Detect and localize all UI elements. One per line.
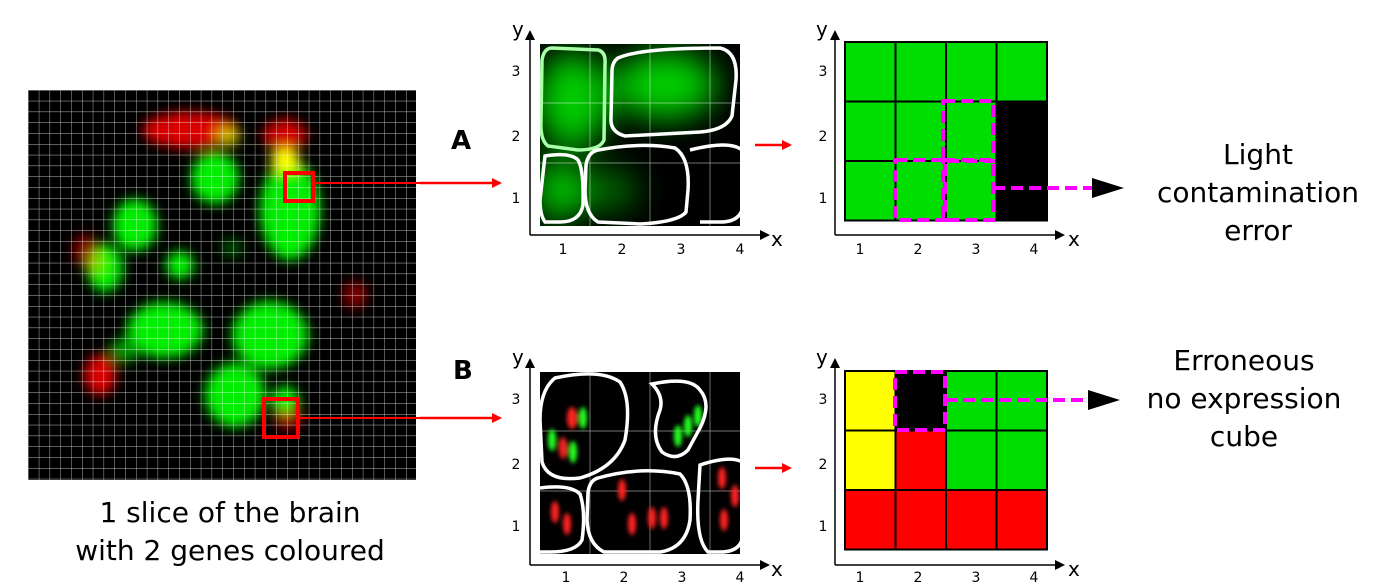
panel-b-grid-cell-r3-c1 (844, 489, 897, 551)
panel-b-y-label: y (512, 345, 524, 369)
panel-b-micro-x-tick-1: 1 (562, 570, 571, 584)
panel-b-grid-cell-r2-c3 (945, 429, 998, 491)
panel-b-grid-cell-r2-c1 (844, 429, 897, 491)
panel-a-grid-cell-r3-c1 (844, 160, 897, 222)
panel-a-grid-cell-r3-c4 (995, 160, 1048, 222)
panel-a-error-line-1: Light (1223, 138, 1293, 171)
panel-b-micro-y-tick-2: 2 (512, 457, 521, 473)
panel-b-error-line-1: Erroneous (1173, 344, 1315, 377)
panel-a-grid-cell-r3-c3 (945, 160, 998, 222)
panel-b-grid-x-label: x (1068, 557, 1080, 581)
panel-a-micro-x-tick-4: 4 (736, 242, 745, 258)
panel-b-error-line-3: cube (1209, 420, 1279, 453)
panel-b-grid-x-tick-1: 1 (856, 570, 865, 584)
panel-a-grid-y-tick-3: 3 (819, 64, 828, 80)
brain-slice-image (28, 90, 416, 480)
panel-a-grid-cell-r2-c2 (894, 100, 947, 162)
panel-a-micro-x-tick-3: 3 (677, 242, 686, 258)
panel-a-error-arrowhead (1092, 178, 1124, 198)
panel-a-grid-y-tick-1: 1 (819, 191, 828, 207)
panel-a-grid-x-tick-1: 1 (856, 242, 865, 258)
panel-b-micro-y-tick-1: 1 (512, 519, 521, 535)
panel-b-x-label: x (771, 557, 783, 581)
panel-b-error-line-2: no expression (1146, 382, 1342, 415)
panel-b-micro-x-tick-2: 2 (620, 570, 629, 584)
panel-a-error-line-3: error (1224, 214, 1292, 247)
panel-a-grid-x-tick-3: 3 (972, 242, 981, 258)
panel-a-contamination-highlight (893, 99, 995, 222)
panel-b-grid-y-tick-1: 1 (819, 519, 828, 535)
panel-a-grid-cell-r1-c1 (844, 41, 897, 103)
panel-b-grid-cell-r2-c4 (995, 429, 1048, 491)
panel-b-micro-x-tick-4: 4 (736, 570, 745, 584)
panel-a-grid-x-tick-2: 2 (914, 242, 923, 258)
caption-line-2: with 2 genes coloured (75, 534, 385, 567)
panel-a-grid-cell-r2-c4 (995, 100, 1048, 162)
panel-a-grid-x-tick-4: 4 (1030, 242, 1039, 258)
panel-b-grid-cell-r1-c1 (844, 370, 897, 432)
panel-a-micro-x-tick-1: 1 (559, 242, 568, 258)
panel-a-letter: A (451, 126, 472, 156)
panel-b-grid-x-tick-3: 3 (972, 570, 981, 584)
panel-a-result-grid (844, 41, 1048, 222)
panel-b-letter: B (453, 356, 473, 386)
panel-b-grid-cell-r3-c3 (945, 489, 998, 551)
panel-b-microscopy (525, 358, 770, 570)
panel-b-grid-y-tick-2: 2 (819, 457, 828, 473)
panel-a-grid-cell-r1-c2 (894, 41, 947, 103)
panel-b-error-label: Erroneous no expression cube (1124, 342, 1364, 456)
panel-a-grid-axes (830, 30, 1065, 240)
panel-b-grid-cell-r2-c2 (894, 429, 947, 491)
axis-ticks: 1 2 3 4 1 2 3 1 2 3 4 1 2 3 1 2 3 4 1 2 3 1 2 3 4 1 2 3 (512, 64, 1039, 586)
panel-b-grid-cell-r3-c4 (995, 489, 1048, 551)
panel-a-grid-x-label: x (1068, 227, 1080, 251)
panel-a-micro-y-tick-2: 2 (512, 129, 521, 145)
panel-b-grid-y-tick-3: 3 (819, 392, 828, 408)
panel-a-grid-cell-r2-c3 (945, 100, 998, 162)
panel-a-grid-y-label: y (816, 17, 828, 41)
panel-b-grid-cell-r1-c2 (894, 370, 947, 432)
panel-b-grid-x-tick-4: 4 (1030, 570, 1039, 584)
panel-b-grid-x-tick-2: 2 (914, 570, 923, 584)
panel-a-grid-cell-r3-c2 (894, 160, 947, 222)
panel-b-micro-x-tick-3: 3 (678, 570, 687, 584)
panel-b-error-arrowhead (1088, 390, 1120, 410)
panel-a-micro-y-tick-1: 1 (512, 191, 521, 207)
panel-a-micro-x-tick-2: 2 (618, 242, 627, 258)
panel-b-result-grid (844, 370, 1048, 551)
panel-b-grid-axes (830, 358, 1065, 570)
panel-a-error-line-2: contamination (1156, 176, 1359, 209)
panel-a-x-label: x (771, 227, 783, 251)
brain-slice-caption: 1 slice of the brain with 2 genes colour… (30, 494, 430, 570)
caption-line-1: 1 slice of the brain (99, 496, 361, 529)
panel-a-grid-y-tick-2: 2 (819, 129, 828, 145)
selection-box-a (283, 171, 315, 203)
panel-a-grid-cell-r1-c3 (945, 41, 998, 103)
panel-a-microscopy (525, 30, 770, 240)
panel-b-grid-y-label: y (816, 345, 828, 369)
panel-a-error-label: Light contamination error (1128, 136, 1388, 250)
panel-a-grid-cell-r1-c4 (995, 41, 1048, 103)
panel-a-grid-cell-r2-c1 (844, 100, 897, 162)
panel-b-grid-cell-r3-c2 (894, 489, 947, 551)
panel-a-y-label: y (512, 17, 524, 41)
panel-b-micro-y-tick-3: 3 (512, 392, 521, 408)
panel-a-micro-y-tick-3: 3 (512, 64, 521, 80)
